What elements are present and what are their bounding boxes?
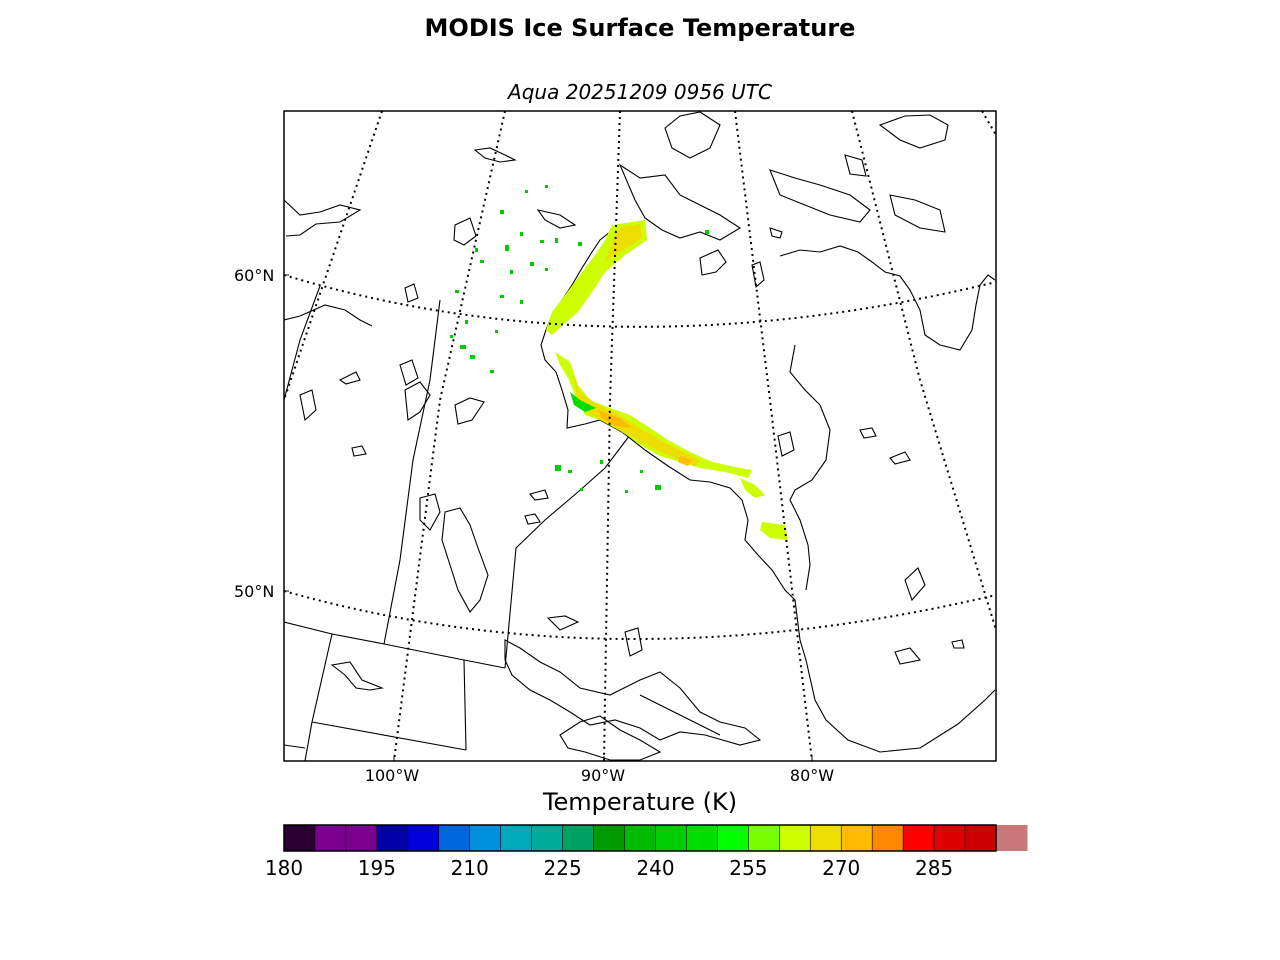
graticule xyxy=(284,111,996,761)
map-title: MODIS Ice Surface Temperature xyxy=(424,14,856,42)
colorbar-tick-label: 225 xyxy=(543,856,582,880)
ice-temperature-data xyxy=(546,220,788,540)
colorbar-tick-label: 240 xyxy=(636,856,675,880)
map-subtitle: Aqua 20251209 0956 UTC xyxy=(508,80,772,104)
lon-label-80w: 80°W xyxy=(789,766,835,785)
colorbar-tick-label: 210 xyxy=(450,856,489,880)
land-pixels xyxy=(450,185,709,493)
colorbar-tick-label: 180 xyxy=(264,856,304,880)
lon-label-90w: 90°W xyxy=(580,766,626,785)
colorbar-tick-label: 195 xyxy=(357,856,396,880)
lat-label-60n: 60°N xyxy=(234,266,275,285)
colorbar-tick-label: 285 xyxy=(914,856,954,880)
map-frame xyxy=(283,110,997,762)
colorbar-tick-label: 255 xyxy=(729,856,768,880)
lat-label-50n: 50°N xyxy=(234,582,275,601)
colorbar-title: Temperature (K) xyxy=(542,788,738,816)
lon-label-100w: 100°W xyxy=(364,766,420,785)
colorbar-tick-label: 270 xyxy=(822,856,861,880)
